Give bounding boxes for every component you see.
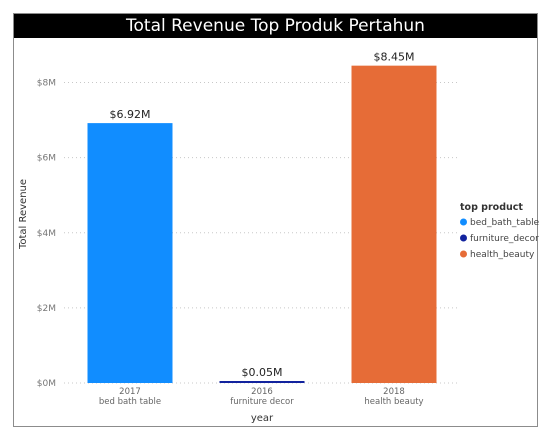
y-tick-label: $2M (37, 304, 56, 314)
y-axis-label: Total Revenue (18, 179, 29, 250)
legend-item: bed_bath_table (470, 218, 539, 228)
x-tick-product: furniture decor (230, 397, 294, 407)
legend-marker (460, 218, 467, 226)
x-tick-product: bed bath table (99, 397, 161, 407)
x-tick-product: health beauty (364, 397, 423, 407)
data-label: $8.45M (374, 51, 415, 64)
x-tick-year: 2017 (119, 387, 141, 397)
legend-marker (460, 250, 467, 258)
legend-marker (460, 234, 467, 242)
legend-item: health_beauty (470, 250, 535, 260)
y-tick-label: $6M (37, 154, 56, 164)
legend-title: top product (460, 202, 523, 213)
y-tick-label: $8M (37, 79, 56, 89)
x-axis-label: year (251, 413, 274, 424)
chart-frame: Total Revenue Top Produk Pertahun $0M $2M… (13, 13, 539, 427)
chart-title: Total Revenue Top Produk Pertahun (14, 14, 537, 38)
x-tick-year: 2018 (383, 387, 405, 397)
y-tick-label: $4M (37, 229, 56, 239)
y-tick-label: $0M (37, 379, 56, 389)
bar-bed_bath_table (87, 123, 173, 384)
x-tick-year: 2016 (251, 387, 273, 397)
bar-health_beauty (351, 65, 437, 384)
data-label: $0.05M (242, 366, 283, 379)
bar-furniture_decor (219, 381, 305, 383)
legend-item: furniture_decor (470, 234, 539, 244)
data-label: $6.92M (110, 108, 151, 121)
